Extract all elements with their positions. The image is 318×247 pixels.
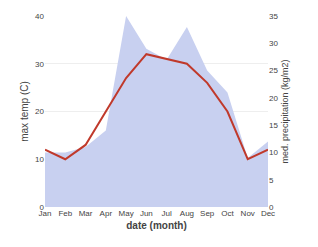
svg-text:med. precipitation (kg/m2): med. precipitation (kg/m2) [280,59,290,163]
svg-text:Jan: Jan [39,209,52,218]
svg-text:35: 35 [269,12,278,21]
svg-text:10: 10 [35,155,44,164]
svg-text:40: 40 [35,12,44,21]
svg-text:0: 0 [40,203,45,212]
svg-text:15: 15 [269,121,278,130]
svg-text:Dec: Dec [261,209,275,218]
svg-text:Feb: Feb [58,209,72,218]
svg-text:Apr: Apr [100,209,113,218]
svg-text:Oct: Oct [221,209,234,218]
svg-text:Nov: Nov [241,209,255,218]
svg-text:20: 20 [35,107,44,116]
svg-text:30: 30 [35,60,44,69]
svg-text:Jul: Jul [162,209,172,218]
svg-text:20: 20 [269,94,278,103]
svg-text:25: 25 [269,66,278,75]
svg-text:date (month): date (month) [126,220,187,231]
svg-text:10: 10 [269,148,278,157]
svg-text:max temp (C): max temp (C) [19,81,30,142]
svg-text:Aug: Aug [180,209,194,218]
svg-text:Sep: Sep [200,209,215,218]
svg-text:30: 30 [269,39,278,48]
svg-text:Jun: Jun [140,209,153,218]
svg-text:Mar: Mar [79,209,93,218]
svg-text:May: May [119,209,134,218]
svg-text:0: 0 [269,203,274,212]
svg-text:5: 5 [269,176,274,185]
